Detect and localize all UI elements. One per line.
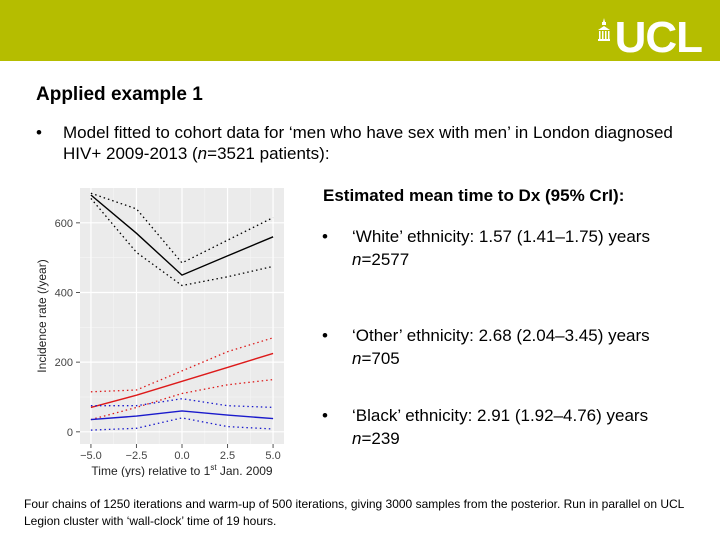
footer-note: Four chains of 1250 iterations and warm-… bbox=[24, 497, 684, 528]
estimate-n: n=705 bbox=[352, 347, 400, 370]
y-tick-label: 200 bbox=[55, 357, 73, 369]
estimates-title: Estimated mean time to Dx (95% CrI): bbox=[323, 186, 625, 205]
estimate-label: ‘White’ ethnicity: 1.57 (1.41–1.75) year… bbox=[352, 227, 650, 246]
n-label: n bbox=[352, 349, 362, 368]
series-1-upper-ci bbox=[90, 337, 274, 393]
n-value: =705 bbox=[361, 349, 400, 368]
n-value: =2577 bbox=[361, 250, 410, 269]
bullet-text-a: Model fitted to cohort data for ‘men who… bbox=[63, 123, 673, 163]
estimate-label: ‘Other’ ethnicity: 2.68 (2.04–3.45) year… bbox=[352, 326, 650, 345]
series-0-lower-ci bbox=[90, 197, 274, 287]
n-label: n bbox=[352, 250, 362, 269]
series-1-lower-ci bbox=[90, 378, 274, 421]
bullet-symbol: • bbox=[322, 227, 328, 246]
estimate-n: n=2577 bbox=[352, 248, 409, 271]
series-0-mean-line bbox=[90, 194, 274, 276]
x-tick-label: −5.0 bbox=[80, 450, 102, 462]
header-bar: UCL bbox=[0, 0, 720, 61]
y-tick-label: 0 bbox=[67, 427, 73, 439]
bullet-text: Model fitted to cohort data for ‘men who… bbox=[63, 122, 683, 164]
y-axis-label: Incidence rate (/year) bbox=[35, 259, 49, 372]
y-tick-label: 400 bbox=[55, 287, 73, 299]
bullet-text-b: =3521 patients): bbox=[207, 144, 330, 163]
x-tick-label: −2.5 bbox=[126, 450, 148, 462]
x-tick-label: 2.5 bbox=[220, 450, 235, 462]
slide-heading: Applied example 1 bbox=[36, 84, 203, 105]
series-1-mean-line bbox=[90, 352, 274, 409]
bullet-n: n bbox=[197, 144, 208, 163]
n-value: =239 bbox=[361, 429, 400, 448]
n-label: n bbox=[352, 429, 362, 448]
estimate-label: ‘Black’ ethnicity: 2.91 (1.92–4.76) year… bbox=[352, 406, 649, 425]
logo-text: UCL bbox=[614, 13, 703, 62]
x-axis-label: Time (yrs) relative to 1st Jan. 2009 bbox=[91, 463, 273, 477]
incidence-chart: −5.0 −2.5 0.0 2.5 5.0 0 200 400 600 Incidence rat… bbox=[34, 182, 294, 478]
bullet-symbol: • bbox=[36, 123, 42, 142]
x-tick-label: 5.0 bbox=[265, 450, 280, 462]
estimate-n: n=239 bbox=[352, 427, 400, 450]
series-2-mean-line bbox=[90, 410, 274, 421]
bullet-symbol: • bbox=[322, 326, 328, 345]
ucl-logo: UCL bbox=[597, 13, 703, 62]
y-tick-label: 600 bbox=[55, 218, 73, 230]
series-2-lower-ci bbox=[90, 417, 274, 431]
x-tick-label: 0.0 bbox=[174, 450, 189, 462]
series-0-upper-ci bbox=[90, 192, 274, 264]
bullet-symbol: • bbox=[322, 406, 328, 425]
incidence-chart-svg: −5.0 −2.5 0.0 2.5 5.0 0 200 400 600 Incidence rat… bbox=[35, 188, 284, 478]
portico-icon bbox=[597, 18, 610, 41]
